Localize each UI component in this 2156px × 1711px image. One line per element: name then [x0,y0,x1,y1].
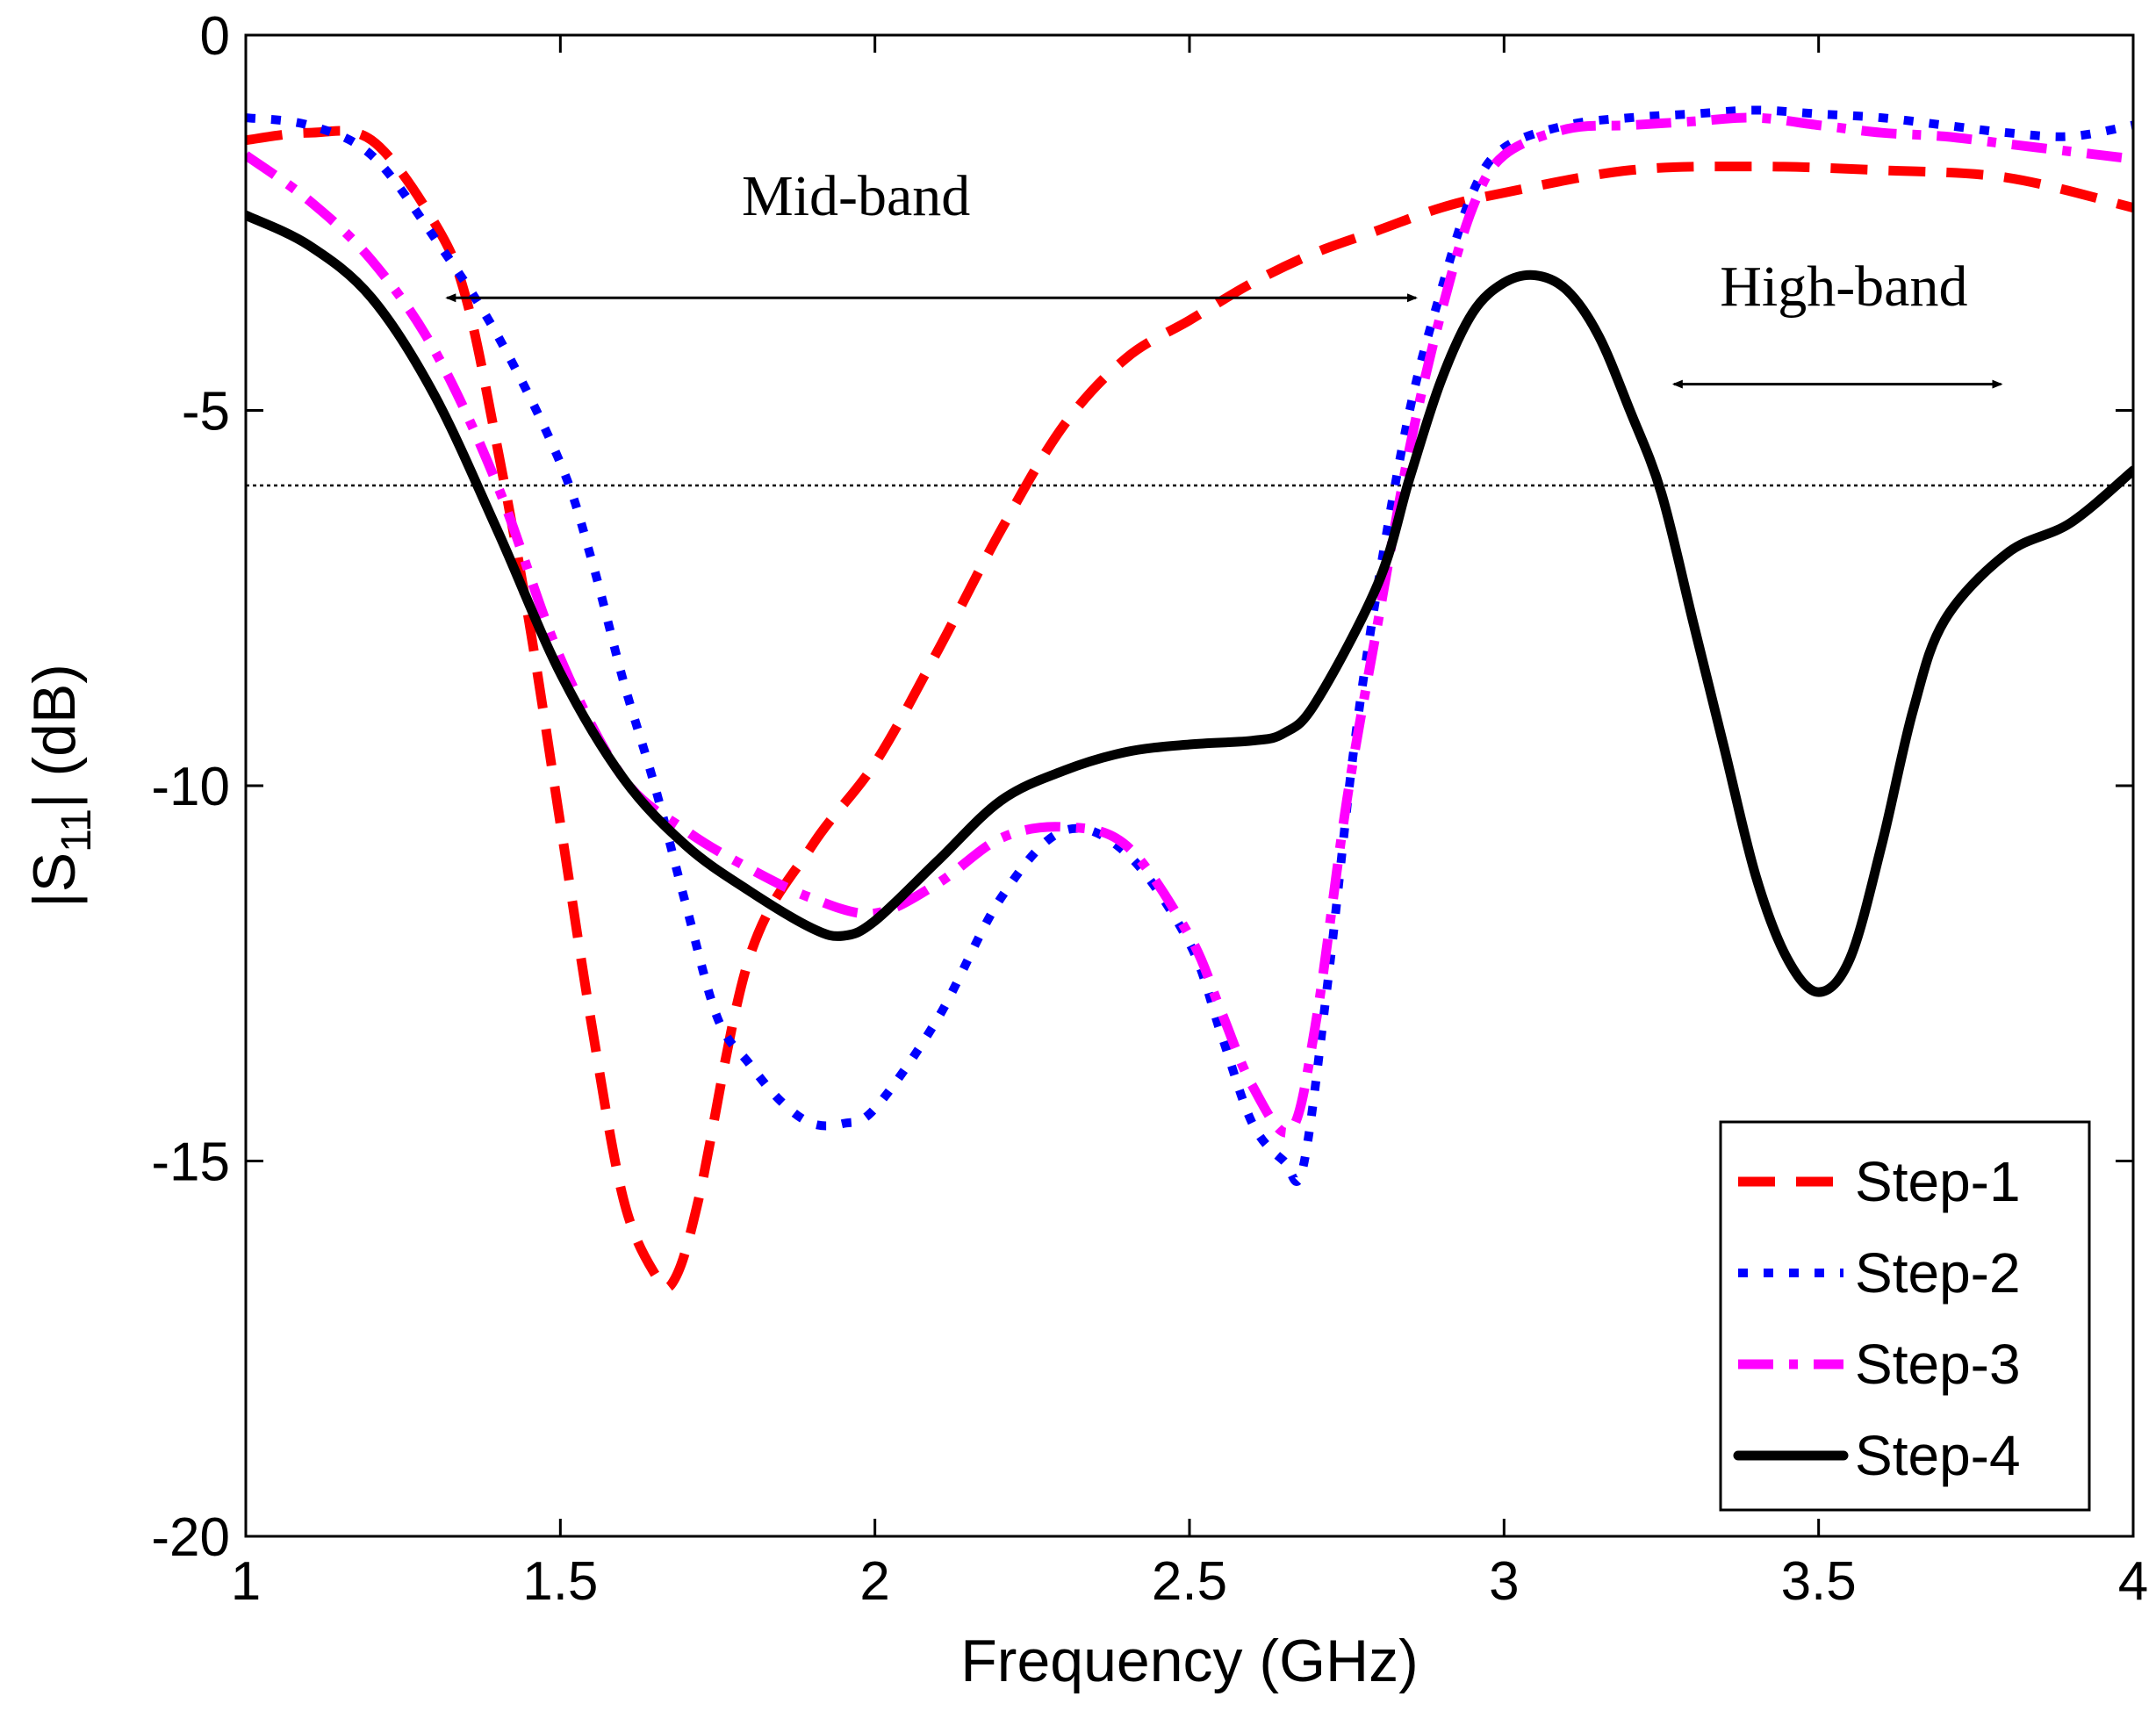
legend-label-step-1: Step-1 [1855,1150,2021,1213]
x-tick-label: 3 [1489,1551,1519,1612]
x-axis-title: Frequency (GHz) [960,1628,1418,1694]
high-band-label: High-band [1720,255,1967,319]
x-tick-label: 1 [231,1551,261,1612]
series-line-step-2 [246,105,2133,1186]
legend-label-step-4: Step-4 [1855,1424,2021,1487]
svg-text:|S11| (dB): |S11| (dB) [21,664,100,908]
mid-band-label: Mid-band [742,164,970,228]
y-axis-title-sub: 11 [54,809,100,852]
y-tick-label: -15 [151,1132,230,1193]
y-axis-title: |S11| (dB) [21,664,100,908]
legend-label-step-2: Step-2 [1855,1241,2021,1305]
y-axis-title-main: |S [21,852,88,908]
y-tick-label: -20 [151,1507,230,1568]
x-tick-label: 3.5 [1781,1551,1857,1612]
y-tick-label: -5 [182,382,230,442]
legend-box [1719,1120,2091,1512]
x-tick-label: 2.5 [1152,1551,1227,1612]
series-line-step-4 [246,210,2133,997]
y-tick-label: -10 [151,757,230,817]
series-line-step-3 [246,112,2133,1138]
x-tick-label: 1.5 [522,1551,598,1612]
legend-label-step-3: Step-3 [1855,1333,2021,1396]
y-tick-label: 0 [200,6,230,67]
y-axis-title-tail: | (dB) [21,664,88,809]
x-tick-label: 4 [2118,1551,2148,1612]
x-tick-label: 2 [859,1551,889,1612]
